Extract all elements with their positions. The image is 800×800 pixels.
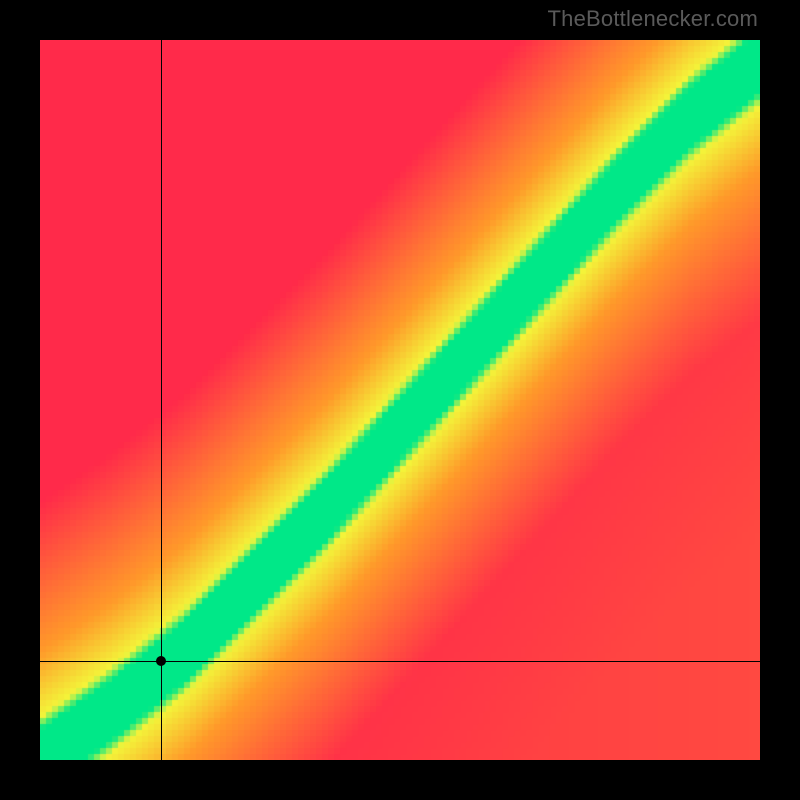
crosshair-horizontal: [40, 661, 760, 662]
crosshair-vertical: [161, 40, 162, 760]
heatmap-canvas: [40, 40, 760, 760]
bottleneck-heatmap: [40, 40, 760, 760]
selection-marker: [156, 656, 166, 666]
watermark-text: TheBottlenecker.com: [548, 6, 758, 32]
